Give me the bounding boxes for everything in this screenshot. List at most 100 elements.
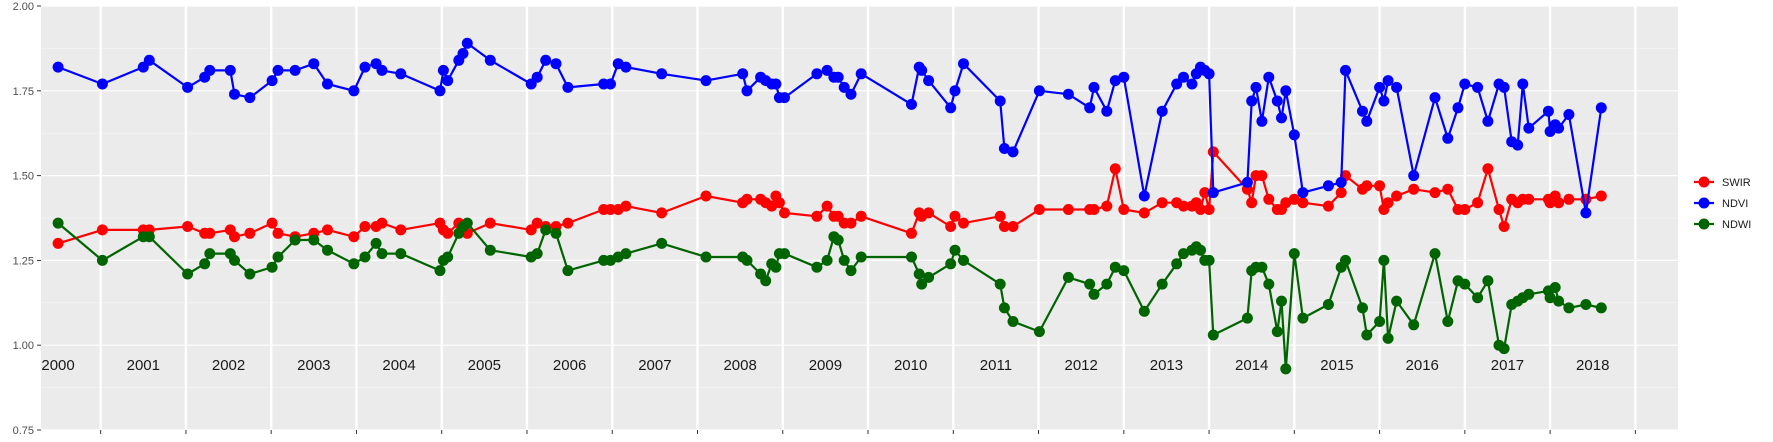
data-point-ndvi	[395, 68, 407, 80]
legend: SWIR NDVI NDWI	[1694, 176, 1751, 231]
data-point-ndwi	[442, 251, 454, 263]
data-point-ndvi	[1088, 81, 1100, 93]
data-point-swir	[348, 231, 360, 243]
data-point-ndvi	[1408, 170, 1420, 182]
data-point-ndvi	[945, 102, 957, 114]
data-point-swir	[1178, 200, 1189, 212]
data-point-ndwi	[845, 265, 857, 277]
data-point-ndvi	[1062, 88, 1074, 100]
data-point-ndvi	[442, 75, 454, 87]
data-point-ndvi	[224, 64, 236, 76]
data-point-swir	[1101, 200, 1113, 212]
data-point-ndwi	[1241, 312, 1253, 324]
data-point-swir	[272, 227, 284, 239]
data-point-swir	[96, 224, 108, 236]
data-point-ndvi	[289, 64, 301, 76]
legend-item-ndvi: NDVI	[1694, 197, 1748, 210]
data-point-ndwi	[700, 251, 712, 263]
data-point-ndvi	[1322, 180, 1334, 192]
data-point-ndwi	[1271, 326, 1283, 338]
y-axis: 0.75 1.00 1.25 1.50 1.75 2.00	[13, 1, 41, 437]
data-point-ndvi	[832, 71, 844, 83]
data-point-swir	[1429, 187, 1441, 199]
data-point-swir	[958, 217, 969, 229]
data-point-swir	[1263, 193, 1275, 205]
data-point-ndwi	[779, 248, 790, 260]
data-point-ndvi	[550, 58, 562, 70]
data-point-ndvi	[562, 81, 574, 93]
data-point-ndvi	[1276, 112, 1287, 124]
data-point-swir	[244, 227, 256, 239]
data-point-swir	[949, 210, 961, 222]
data-point-ndwi	[949, 244, 961, 256]
data-point-ndwi	[1297, 312, 1309, 324]
data-point-swir	[700, 190, 712, 202]
data-point-ndwi	[1263, 278, 1275, 290]
data-point-ndwi	[1088, 288, 1100, 300]
data-point-swir	[442, 227, 454, 239]
legend-label: SWIR	[1722, 177, 1751, 189]
data-point-ndvi	[484, 54, 496, 66]
data-point-swir	[1361, 180, 1373, 192]
data-point-swir	[1256, 170, 1268, 182]
data-point-ndvi	[182, 81, 194, 93]
data-point-ndvi	[229, 88, 240, 100]
data-point-ndvi	[1442, 132, 1454, 144]
legend-label: NDVI	[1722, 198, 1748, 210]
year-label: 2014	[1235, 357, 1268, 374]
data-point-swir	[1109, 163, 1121, 175]
data-point-ndvi	[1186, 78, 1198, 90]
data-point-ndvi	[1517, 78, 1529, 90]
data-point-ndwi	[1429, 248, 1441, 260]
x-axis: 2000 2001 2002 2003 2004 2005 2006 2007 2008 2009…	[41, 357, 1636, 434]
data-point-ndvi	[531, 71, 543, 83]
data-point-ndvi	[1084, 102, 1096, 114]
y-tick-label: 2.00	[13, 1, 34, 13]
data-point-ndwi	[359, 251, 371, 263]
data-point-ndvi	[1256, 115, 1268, 127]
year-label: 2006	[553, 357, 586, 374]
data-point-swir	[1498, 221, 1510, 232]
data-point-swir	[1088, 204, 1100, 215]
data-point-ndwi	[348, 258, 360, 270]
data-point-ndvi	[1118, 71, 1130, 83]
legend-key-point	[1698, 176, 1710, 188]
data-point-ndwi	[1482, 275, 1494, 287]
data-point-ndvi	[540, 54, 552, 66]
data-point-ndvi	[1378, 95, 1390, 107]
data-point-ndwi	[656, 237, 668, 249]
data-point-ndvi	[923, 75, 935, 87]
data-point-ndwi	[906, 251, 917, 263]
data-point-ndvi	[998, 143, 1010, 154]
data-point-swir	[1280, 197, 1292, 209]
data-point-ndwi	[1382, 332, 1394, 344]
data-point-ndvi	[737, 68, 749, 80]
data-point-ndwi	[322, 244, 333, 256]
data-point-ndwi	[229, 254, 240, 266]
data-point-ndwi	[182, 268, 194, 280]
data-point-ndwi	[913, 268, 925, 280]
data-point-ndvi	[1101, 105, 1113, 117]
data-point-swir	[998, 221, 1010, 232]
data-point-swir	[620, 200, 632, 212]
legend-item-swir: SWIR	[1694, 176, 1751, 189]
data-point-ndvi	[656, 68, 668, 80]
data-point-ndvi	[1297, 187, 1309, 199]
data-point-ndwi	[1280, 363, 1292, 375]
data-point-ndwi	[308, 234, 320, 246]
y-tick-label: 1.75	[13, 86, 34, 98]
data-point-ndvi	[949, 85, 961, 97]
series-swir	[52, 146, 1607, 249]
data-point-swir	[923, 207, 935, 219]
data-point-ndwi	[1523, 288, 1535, 300]
data-point-ndwi	[1195, 244, 1206, 256]
data-point-ndwi	[1391, 295, 1403, 307]
data-point-ndvi	[1156, 105, 1168, 117]
data-point-swir	[1297, 197, 1309, 209]
data-point-ndvi	[811, 68, 823, 80]
data-point-ndwi	[1580, 299, 1592, 310]
data-point-ndvi	[308, 58, 320, 70]
data-point-ndvi	[204, 64, 216, 76]
data-point-ndvi	[322, 78, 333, 90]
